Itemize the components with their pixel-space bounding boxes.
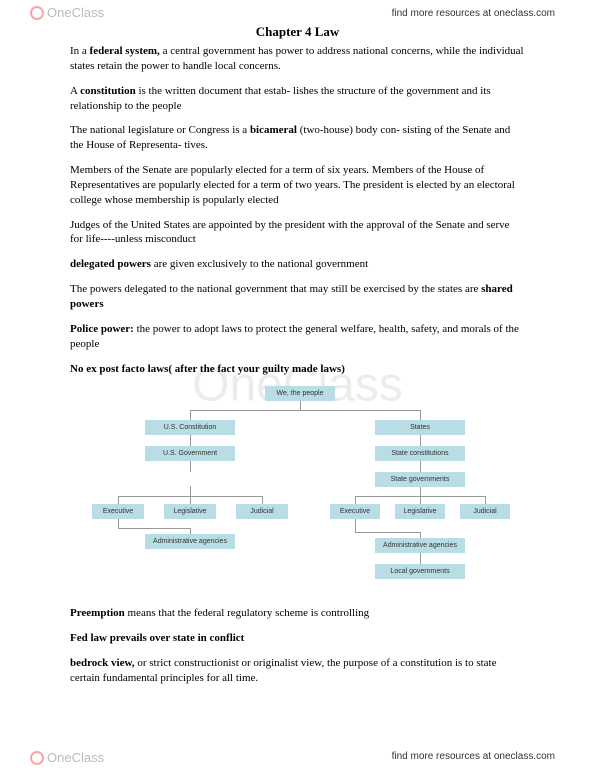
government-flowchart: We, the people U.S. Constitution States … — [70, 386, 530, 596]
node-us-constitution: U.S. Constitution — [145, 420, 235, 435]
para-members: Members of the Senate are popularly elec… — [70, 163, 525, 208]
node-us-government: U.S. Government — [145, 446, 235, 461]
node-judicial: Judicial — [236, 504, 288, 519]
node-state-legislative: Legislative — [395, 504, 445, 519]
para-fed-prevails: Fed law prevails over state in conflict — [70, 631, 525, 646]
page-title: Chapter 4 Law — [70, 24, 525, 40]
node-state-governments: State governments — [375, 472, 465, 487]
para-police: Police power: the power to adopt laws to… — [70, 322, 525, 352]
node-executive: Executive — [92, 504, 144, 519]
node-states: States — [375, 420, 465, 435]
para-delegated: delegated powers are given exclusively t… — [70, 257, 525, 272]
para-shared: The powers delegated to the national gov… — [70, 282, 525, 312]
node-state-judicial: Judicial — [460, 504, 510, 519]
document-body: Chapter 4 Law In a federal system, a cen… — [0, 0, 595, 726]
para-expostfacto: No ex post facto laws( after the fact yo… — [70, 362, 525, 377]
node-state-constitutions: State constitutions — [375, 446, 465, 461]
node-state-admin-agencies: Administrative agencies — [375, 538, 465, 553]
node-admin-agencies: Administrative agencies — [145, 534, 235, 549]
node-local-governments: Local governments — [375, 564, 465, 579]
footer-resources-link[interactable]: find more resources at oneclass.com — [392, 751, 555, 762]
node-legislative: Legislative — [164, 504, 216, 519]
para-preemption: Preemption means that the federal regula… — [70, 606, 525, 621]
para-judges: Judges of the United States are appointe… — [70, 218, 525, 248]
node-we-the-people: We, the people — [265, 386, 335, 401]
brand-logo-bottom: OneClass — [30, 750, 104, 765]
para-constitution: A constitution is the written document t… — [70, 84, 525, 114]
para-bicameral: The national legislature or Congress is … — [70, 123, 525, 153]
brand-icon — [30, 751, 44, 765]
para-bedrock: bedrock view, or strict constructionist … — [70, 656, 525, 686]
node-state-executive: Executive — [330, 504, 380, 519]
para-federal-system: In a federal system, a central governmen… — [70, 44, 525, 74]
